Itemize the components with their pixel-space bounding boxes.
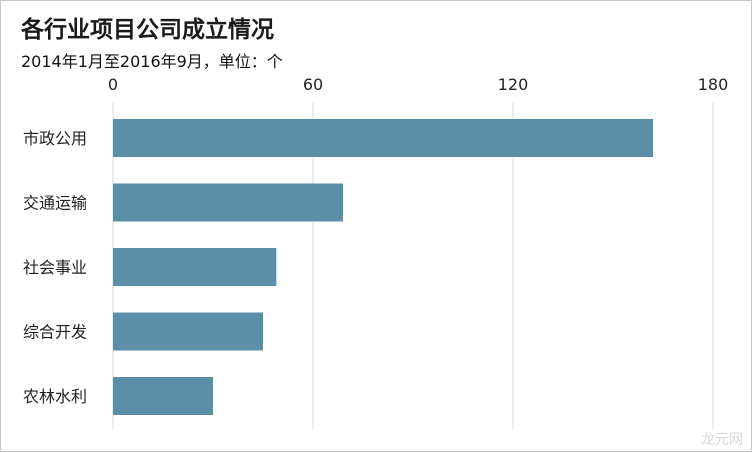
bar	[113, 183, 343, 222]
x-tick-label: 120	[498, 75, 529, 94]
category-label: 社会事业	[23, 258, 87, 277]
category-label: 市政公用	[23, 129, 87, 148]
x-tick-label: 0	[108, 75, 118, 94]
chart-title: 各行业项目公司成立情况	[21, 17, 274, 43]
watermark: 龙元网	[701, 432, 743, 448]
bar	[113, 377, 213, 415]
chart-subtitle: 2014年1月至2016年9月，单位：个	[21, 52, 283, 71]
bar	[113, 248, 277, 286]
category-label: 农林水利	[23, 387, 87, 406]
x-tick-label: 180	[698, 75, 729, 94]
category-label: 交通运输	[23, 194, 87, 213]
x-tick-label: 60	[303, 75, 323, 94]
category-label: 综合开发	[23, 323, 87, 342]
bar	[113, 312, 263, 351]
bar	[113, 119, 653, 157]
